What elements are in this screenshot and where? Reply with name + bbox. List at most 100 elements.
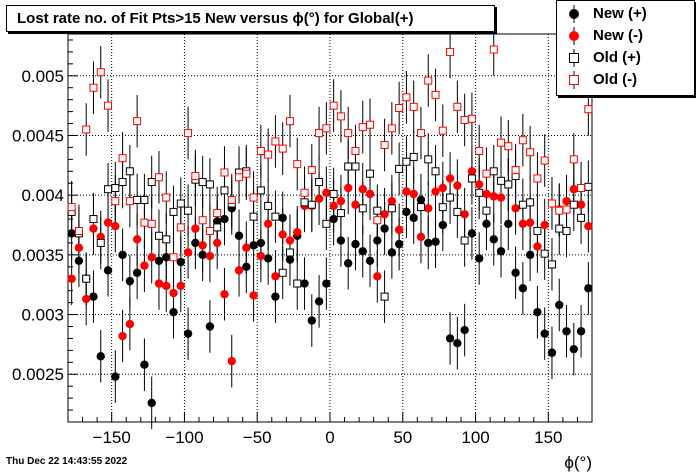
data-point xyxy=(438,203,447,212)
data-point xyxy=(431,237,440,246)
data-point xyxy=(497,176,506,185)
data-point xyxy=(373,236,382,245)
data-point xyxy=(358,123,367,132)
data-point xyxy=(118,331,127,341)
y-tick-label: 0.005 xyxy=(21,67,64,86)
data-point xyxy=(162,281,171,291)
data-point xyxy=(387,196,397,206)
data-point xyxy=(111,197,120,206)
data-point xyxy=(475,146,484,155)
data-point xyxy=(474,180,484,189)
data-point xyxy=(176,257,186,267)
data-point xyxy=(133,117,142,126)
data-point xyxy=(89,224,98,233)
data-point xyxy=(453,339,462,348)
data-point xyxy=(285,248,294,257)
data-point xyxy=(213,223,222,232)
data-point xyxy=(540,249,549,258)
data-point xyxy=(533,307,542,317)
legend-label: New (+) xyxy=(593,5,647,22)
data-point xyxy=(366,120,375,129)
data-point xyxy=(482,206,491,215)
data-point xyxy=(147,253,156,262)
data-point xyxy=(446,47,455,56)
data-point xyxy=(285,236,295,245)
data-point xyxy=(249,241,258,250)
data-point xyxy=(256,146,265,155)
data-point xyxy=(169,253,178,262)
data-point xyxy=(220,214,229,224)
data-point xyxy=(256,186,265,195)
data-point xyxy=(103,218,113,227)
data-point xyxy=(336,196,346,206)
data-point xyxy=(438,183,448,193)
data-point xyxy=(154,256,164,266)
data-point xyxy=(576,327,586,336)
data-point xyxy=(467,174,476,183)
legend-label: Old (-) xyxy=(593,71,638,88)
data-point xyxy=(213,209,222,218)
data-point xyxy=(373,206,382,215)
data-point xyxy=(293,160,302,169)
data-point xyxy=(89,83,98,92)
data-point xyxy=(322,124,331,133)
data-point xyxy=(271,137,280,146)
data-point xyxy=(249,212,258,221)
data-point xyxy=(416,129,425,138)
data-point xyxy=(242,169,251,178)
data-point xyxy=(140,218,149,227)
data-point xyxy=(111,184,120,193)
data-point xyxy=(562,196,571,206)
data-point xyxy=(118,154,127,163)
data-point xyxy=(132,268,142,277)
data-point xyxy=(475,188,484,197)
data-point xyxy=(395,104,404,113)
legend-label: New (-) xyxy=(593,27,643,44)
data-point xyxy=(489,192,498,201)
data-point xyxy=(344,162,353,171)
data-point xyxy=(424,76,433,85)
data-point xyxy=(489,167,498,176)
x-tick-label: −150 xyxy=(93,428,131,447)
data-point xyxy=(518,136,527,145)
data-point xyxy=(198,178,207,187)
data-point xyxy=(154,173,163,182)
data-point xyxy=(67,203,76,212)
data-point xyxy=(191,224,200,233)
data-point xyxy=(380,210,389,219)
data-point xyxy=(540,220,549,230)
data-point xyxy=(409,189,418,199)
data-point xyxy=(307,316,317,325)
data-point xyxy=(577,184,586,193)
y-tick-label: 0.0035 xyxy=(12,246,64,265)
data-point xyxy=(453,181,462,190)
legend: New (+) New (-) Old (+) Old (-) xyxy=(556,0,695,96)
data-point xyxy=(169,307,178,317)
data-point xyxy=(467,167,477,176)
data-point xyxy=(431,187,440,196)
data-point xyxy=(315,129,324,138)
data-point xyxy=(460,236,469,245)
data-point xyxy=(453,207,462,216)
data-point xyxy=(162,193,171,202)
data-point xyxy=(576,200,586,209)
data-point xyxy=(293,279,302,288)
data-point xyxy=(438,126,447,135)
data-point xyxy=(526,148,535,157)
data-point xyxy=(176,199,185,208)
data-point xyxy=(584,222,593,231)
data-point xyxy=(416,195,426,205)
data-point xyxy=(118,250,127,260)
data-point xyxy=(169,288,178,298)
data-point xyxy=(140,195,149,204)
data-point xyxy=(191,238,200,248)
red-open-square-icon xyxy=(569,71,579,89)
data-point xyxy=(547,199,556,208)
data-point xyxy=(300,279,309,288)
data-point xyxy=(424,238,433,248)
data-point xyxy=(416,232,426,242)
x-tick-label: 0 xyxy=(325,428,334,447)
data-point xyxy=(555,224,564,233)
data-point xyxy=(74,226,83,235)
data-point xyxy=(351,200,360,209)
